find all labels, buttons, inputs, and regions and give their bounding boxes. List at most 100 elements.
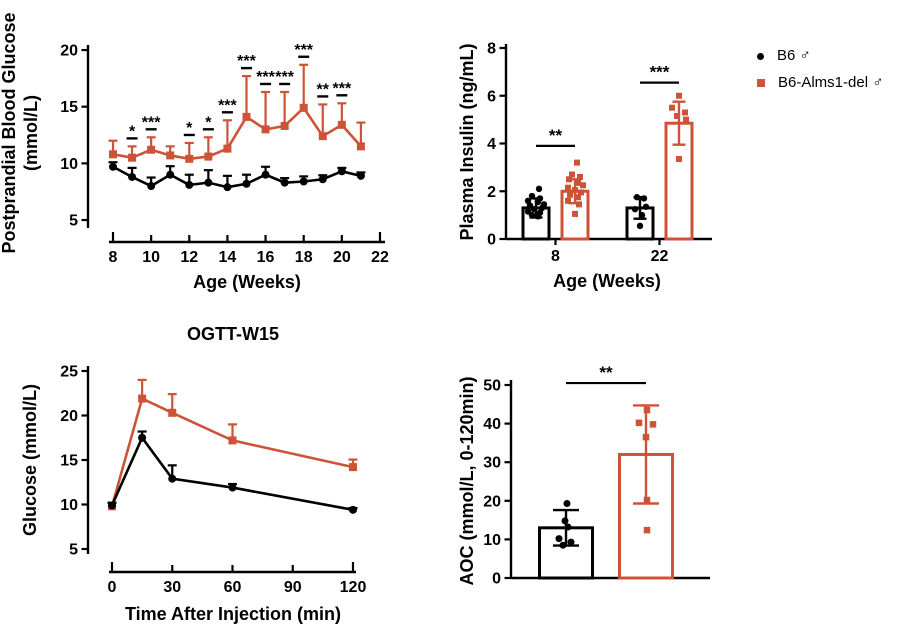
data-point: [147, 145, 156, 154]
scatter-point: [574, 159, 580, 166]
x-tick-label: 18: [295, 249, 313, 266]
data-point: [109, 162, 117, 171]
data-point: [356, 171, 365, 180]
significance-star: *: [205, 114, 212, 131]
x-tick-label: 0: [108, 579, 117, 596]
scatter-point: [642, 203, 650, 210]
significance-star: ***: [275, 69, 294, 86]
x-tick-label: 12: [180, 249, 198, 266]
significance-star: ***: [237, 53, 256, 70]
scatter-point: [538, 204, 546, 212]
scatter-point: [559, 541, 567, 549]
data-point: [356, 142, 365, 151]
y-tick-label: 15: [60, 99, 78, 116]
data-point: [337, 167, 346, 176]
scatter-point: [575, 194, 581, 201]
x-tick-label: 14: [219, 249, 237, 266]
data-point: [128, 153, 137, 162]
x-tick-label: 30: [163, 579, 181, 596]
scatter-point: [676, 92, 682, 99]
data-point: [299, 177, 308, 186]
y-tick-label: 20: [483, 493, 501, 510]
data-point: [280, 121, 289, 130]
scatter-point: [565, 184, 571, 191]
data-point: [318, 175, 327, 184]
x-tick-label: 8: [551, 248, 560, 265]
data-point: [185, 154, 194, 163]
chart-postprandial-blood-glucose: 5 10 15 20 8 10 12 14 16 18 20 22 Age (Weeks) Postpra…: [0, 12, 389, 292]
data-point: [228, 436, 237, 445]
x-axis-title: Age (Weeks): [193, 272, 301, 292]
legend-item-b6-alms1-del: B6-Alms1-del ♂: [757, 75, 883, 91]
data-point: [168, 408, 177, 417]
x-tick-label: 8: [109, 249, 118, 266]
scatter-point: [528, 211, 536, 219]
data-point: [261, 170, 270, 179]
scatter-point: [643, 496, 651, 504]
scatter-point: [563, 500, 571, 508]
scatter-point: [683, 116, 689, 123]
data-point: [166, 170, 175, 179]
data-point: [299, 103, 308, 112]
scatter-point: [555, 535, 563, 543]
data-point: [337, 120, 346, 129]
data-point: [242, 112, 251, 121]
scatter-point: [643, 406, 651, 414]
scatter-point: [572, 210, 578, 217]
significance-star: **: [317, 81, 330, 98]
chart-plasma-insulin: 0 2 4 6 8 8 22 Age (Weeks) Plasma Insulin (ng/mL…: [457, 41, 712, 291]
scatter-point: [631, 205, 639, 213]
legend-label-b6: B6 ♂: [777, 47, 811, 64]
scatter-point: [566, 176, 572, 183]
data-point: [318, 132, 327, 141]
data-point: [228, 483, 237, 492]
data-point: [223, 183, 232, 192]
legend: B6 ♂ B6-Alms1-del ♂: [757, 48, 883, 91]
y-axis-title: Plasma Insulin (ng/mL): [457, 43, 477, 240]
series-line: [110, 435, 354, 512]
significance-star: ***: [650, 63, 670, 82]
y-tick-label: 2: [487, 184, 496, 201]
data-point: [128, 172, 137, 181]
data-point: [242, 179, 251, 188]
significance-star: **: [549, 126, 563, 145]
y-tick-label: 10: [60, 156, 78, 173]
data-point: [166, 151, 175, 160]
scatter-point: [643, 526, 651, 534]
data-point: [147, 182, 156, 191]
scatter-point: [578, 189, 584, 196]
b6-dot-icon: [757, 52, 764, 60]
significance-star: *: [129, 123, 136, 140]
scatter-point: [534, 198, 542, 206]
scatter-point: [528, 192, 536, 200]
y-tick-label: 20: [60, 43, 78, 60]
significance-star: ***: [218, 97, 237, 114]
significance-star: ***: [256, 69, 275, 86]
scatter-point: [530, 205, 538, 213]
y-tick-label: 6: [487, 88, 496, 105]
scatter-point: [577, 173, 583, 180]
scatter-point: [642, 433, 650, 441]
scatter-point: [640, 195, 648, 202]
chart-aoc: 0 10 20 30 40 50 AOC (mmol/L, 0-120min) **: [457, 363, 710, 588]
y-tick-label: 10: [60, 497, 78, 514]
data-point: [223, 144, 232, 153]
scatter-point: [564, 523, 572, 531]
scatter-point: [633, 194, 641, 201]
y-tick-label: 5: [69, 542, 78, 559]
data-point: [348, 505, 357, 514]
y-axis-title: Glucose (mmol/L): [20, 384, 40, 536]
scatter-point: [682, 109, 688, 116]
scatter-point: [636, 222, 644, 230]
x-axis-title: Time After Injection (min): [125, 604, 341, 624]
legend-label-alms1: B6-Alms1-del ♂: [778, 74, 884, 91]
chart-title: OGTT-W15: [187, 324, 279, 344]
x-tick-label: 22: [371, 249, 389, 266]
x-tick-label: 120: [340, 579, 367, 596]
scatter-point: [638, 211, 646, 219]
data-point: [348, 463, 357, 472]
y-tick-label: 50: [483, 378, 501, 395]
scatter-point: [676, 156, 682, 163]
